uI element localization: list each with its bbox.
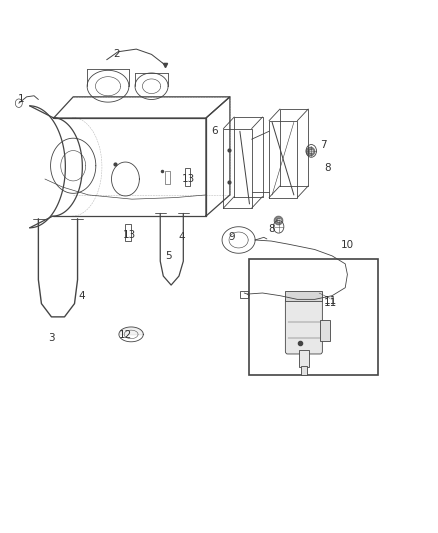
Bar bbox=[165, 171, 170, 184]
Bar bbox=[240, 291, 248, 298]
Text: 4: 4 bbox=[78, 290, 85, 301]
Text: 8: 8 bbox=[268, 224, 275, 235]
Bar bbox=[185, 168, 190, 186]
Text: 8: 8 bbox=[325, 164, 331, 173]
Text: 2: 2 bbox=[113, 50, 120, 59]
Text: 13: 13 bbox=[123, 230, 136, 240]
Bar bbox=[299, 350, 309, 367]
Text: 7: 7 bbox=[320, 140, 327, 150]
Text: 6: 6 bbox=[212, 126, 218, 136]
Text: 9: 9 bbox=[229, 232, 235, 243]
Bar bbox=[286, 292, 322, 301]
Bar bbox=[301, 366, 307, 375]
Text: 11: 11 bbox=[323, 296, 337, 306]
Text: 10: 10 bbox=[341, 240, 354, 251]
Text: 13: 13 bbox=[182, 174, 195, 184]
Text: 5: 5 bbox=[166, 251, 172, 261]
Text: 4: 4 bbox=[179, 232, 185, 243]
FancyBboxPatch shape bbox=[286, 298, 322, 354]
Text: 3: 3 bbox=[48, 333, 55, 343]
Text: 12: 12 bbox=[119, 330, 132, 341]
Bar bbox=[250, 259, 378, 375]
Bar bbox=[125, 223, 131, 241]
Text: 1: 1 bbox=[18, 94, 24, 104]
Bar bbox=[320, 319, 330, 341]
Text: 11: 11 bbox=[323, 297, 337, 308]
